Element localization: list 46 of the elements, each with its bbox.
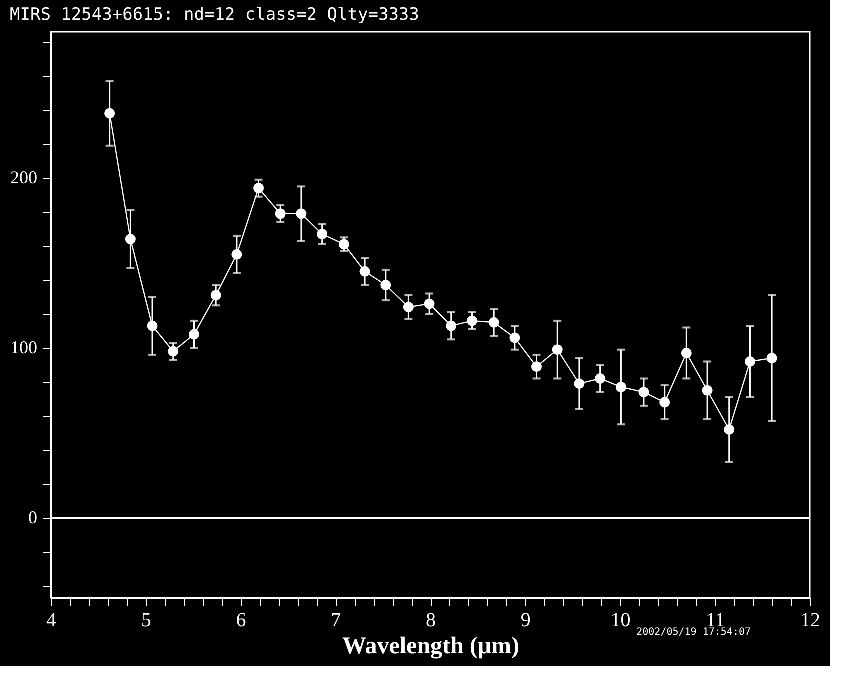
point: [232, 249, 242, 260]
y-tick-label: 200: [10, 168, 38, 188]
point: [724, 424, 735, 435]
point: [147, 320, 158, 332]
x-tick-label: 5: [141, 610, 152, 632]
x-tick-label: 9: [520, 610, 531, 632]
point: [380, 280, 392, 290]
point: [168, 346, 179, 357]
point: [189, 329, 200, 340]
x-axis-title: Wavelength (μm): [342, 634, 520, 660]
x-tick-label: 4: [46, 610, 56, 632]
x-tick-label: 6: [236, 610, 246, 632]
point: [681, 348, 692, 358]
point: [296, 208, 307, 220]
point: [467, 316, 478, 326]
point: [510, 332, 520, 344]
point: [403, 302, 414, 313]
point: [446, 320, 457, 332]
x-tick-label: 12: [800, 610, 820, 632]
chart-title: MIRS 12543+6615: nd=12 class=2 Qlty=3333: [10, 5, 420, 25]
point: [574, 378, 585, 390]
x-tick-label: 8: [426, 610, 436, 632]
point: [532, 362, 542, 372]
point: [488, 317, 500, 328]
point: [595, 374, 606, 384]
point: [125, 234, 136, 245]
x-tick-label: 10: [610, 610, 631, 632]
point: [317, 229, 328, 240]
point: [360, 266, 370, 277]
point: [616, 382, 626, 392]
point: [744, 356, 756, 367]
y-tick-label: 0: [28, 508, 38, 528]
point: [338, 239, 350, 250]
point: [210, 290, 222, 301]
point: [766, 353, 778, 364]
point: [552, 344, 563, 356]
x-tick-label: 7: [331, 610, 342, 632]
point: [104, 108, 116, 119]
point: [660, 397, 670, 408]
point: [254, 183, 264, 194]
point: [638, 387, 650, 398]
y-tick-label: 100: [10, 338, 38, 358]
text: 2002/05/19 17:54:07: [636, 627, 751, 638]
point: [702, 385, 713, 396]
point: [275, 208, 286, 220]
point: [424, 298, 435, 310]
